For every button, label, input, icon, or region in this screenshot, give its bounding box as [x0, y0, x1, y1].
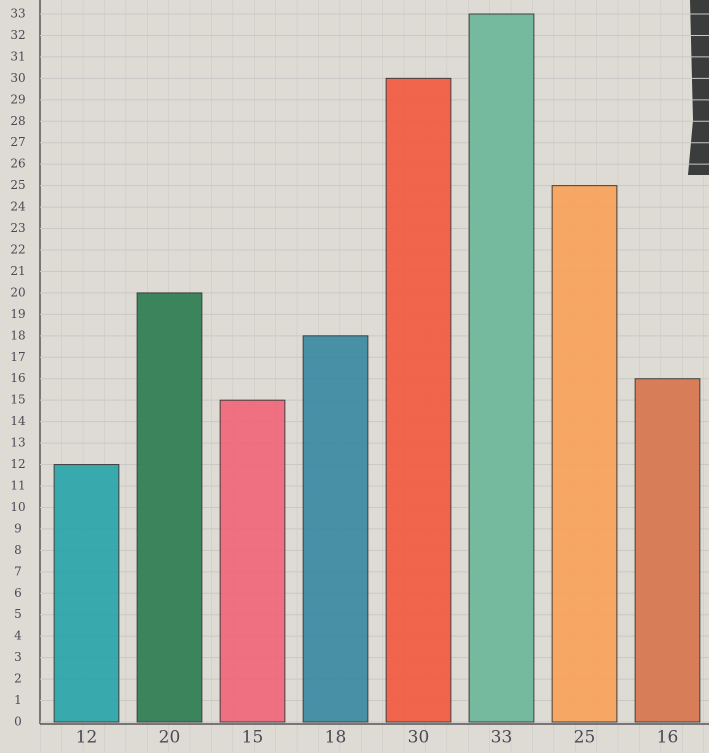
- y-tick-label: 30: [10, 71, 25, 85]
- corner-shadow: [688, 0, 709, 175]
- bar: [468, 13, 535, 723]
- y-tick-label: 27: [10, 135, 25, 149]
- y-tick-label: 24: [10, 200, 26, 214]
- y-tick-label: 1: [14, 693, 22, 707]
- y-tick-label: 9: [14, 521, 22, 535]
- y-tick-label: 18: [10, 328, 25, 342]
- y-tick-label: 17: [10, 350, 25, 364]
- y-tick-label: 2: [14, 672, 22, 686]
- y-tick-label: 31: [10, 49, 25, 63]
- y-tick-label: 32: [10, 28, 25, 42]
- y-tick-label: 26: [10, 157, 25, 171]
- y-tick-label: 28: [10, 114, 25, 128]
- x-tick-label: 12: [76, 728, 98, 748]
- y-tick-label: 25: [10, 178, 25, 192]
- y-tick-label: 8: [14, 543, 22, 557]
- y-tick-label: 33: [10, 7, 25, 21]
- x-tick-label: 18: [325, 728, 347, 748]
- y-tick-label: 13: [10, 436, 25, 450]
- y-tick-label: 23: [10, 221, 25, 235]
- x-tick-label: 20: [159, 728, 181, 748]
- y-tick-label: 15: [10, 393, 25, 407]
- bar: [551, 185, 618, 723]
- x-tick-label: 16: [657, 728, 679, 748]
- y-tick-label: 12: [10, 457, 25, 471]
- bar: [302, 335, 369, 723]
- bar: [136, 292, 203, 723]
- y-tick-label: 5: [14, 607, 22, 621]
- bar: [219, 399, 286, 723]
- x-tick-label: 30: [408, 728, 430, 748]
- y-tick-label: 6: [14, 586, 22, 600]
- y-tick-label: 3: [14, 650, 22, 664]
- y-tick-label: 16: [10, 371, 25, 385]
- y-tick-label: 14: [10, 414, 26, 428]
- y-tick-label: 19: [10, 307, 25, 321]
- y-tick-label: 29: [10, 92, 25, 106]
- y-tick-label: 0: [14, 715, 22, 729]
- bar: [385, 77, 452, 723]
- x-tick-label: 15: [242, 728, 264, 748]
- x-tick-label: 25: [574, 728, 596, 748]
- y-tick-label: 7: [14, 564, 22, 578]
- y-tick-label: 20: [10, 285, 25, 299]
- y-tick-label: 4: [14, 629, 22, 643]
- bar: [634, 378, 701, 723]
- y-tick-label: 21: [10, 264, 25, 278]
- bar: [53, 464, 120, 723]
- y-tick-label: 11: [10, 479, 25, 493]
- y-tick-label: 22: [10, 243, 25, 257]
- x-tick-label: 33: [491, 728, 513, 748]
- y-tick-label: 10: [10, 500, 25, 514]
